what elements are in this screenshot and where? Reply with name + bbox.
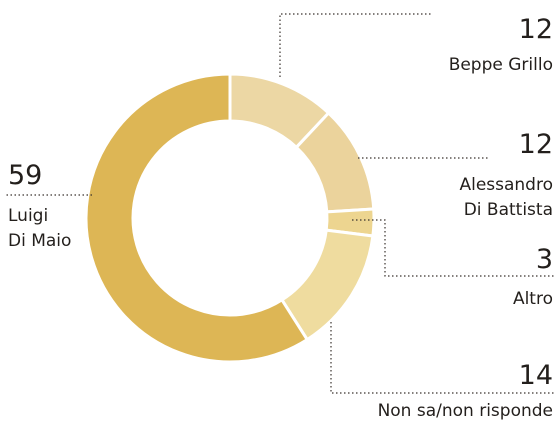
category-label-nonsa: Non sa/non risponde xyxy=(378,401,553,421)
category-label-dibattista-2: Di Battista xyxy=(464,200,553,220)
category-label-grillo: Beppe Grillo xyxy=(449,55,553,75)
category-label-dibattista-1: Alessandro xyxy=(459,175,553,195)
category-label-dimaio-2: Di Maio xyxy=(8,231,71,251)
category-label-dimaio-1: Luigi xyxy=(8,206,48,226)
value-label-nonsa: 14 xyxy=(519,360,553,391)
donut-slice-dimaio xyxy=(84,72,309,364)
leader-line-altro xyxy=(352,219,555,277)
value-label-dibattista: 12 xyxy=(519,129,553,160)
value-label-altro: 3 xyxy=(536,244,553,275)
value-label-grillo: 12 xyxy=(519,14,553,45)
category-label-altro: Altro xyxy=(513,289,553,309)
leader-line-nonsa xyxy=(330,322,555,394)
leader-line-grillo xyxy=(279,13,433,77)
value-label-dimaio: 59 xyxy=(8,160,42,191)
